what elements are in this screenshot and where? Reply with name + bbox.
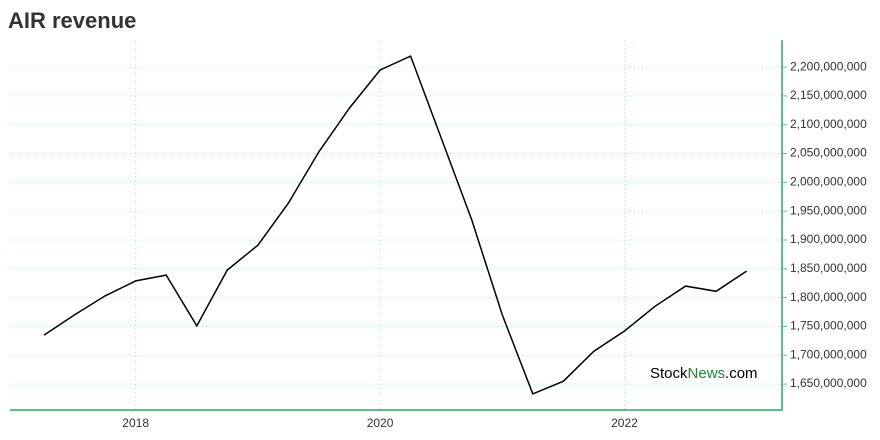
y-tick-label: 1,850,000,000: [790, 261, 867, 275]
y-tick-label: 2,000,000,000: [790, 175, 867, 189]
y-tick-label: 1,950,000,000: [790, 203, 867, 217]
y-tick-label: 2,150,000,000: [790, 88, 867, 102]
x-tick-label: 2018: [122, 416, 149, 430]
y-tick-label: 2,200,000,000: [790, 59, 867, 73]
y-tick-label: 1,700,000,000: [790, 347, 867, 361]
chart-title: AIR revenue: [8, 8, 136, 33]
x-tick-label: 2020: [367, 416, 394, 430]
x-tick-label: 2022: [611, 416, 638, 430]
y-tick-label: 2,100,000,000: [790, 117, 867, 131]
y-tick-label: 1,900,000,000: [790, 232, 867, 246]
watermark-com: .com: [725, 365, 758, 382]
y-tick-label: 1,750,000,000: [790, 319, 867, 333]
data-line: [43, 55, 748, 395]
watermark-news: News: [688, 365, 726, 382]
watermark: StockNews.com: [650, 365, 758, 382]
y-tick-label: 1,800,000,000: [790, 290, 867, 304]
watermark-stock: Stock: [650, 365, 688, 382]
y-tick-label: 2,050,000,000: [790, 146, 867, 160]
y-tick-label: 1,650,000,000: [790, 376, 867, 390]
